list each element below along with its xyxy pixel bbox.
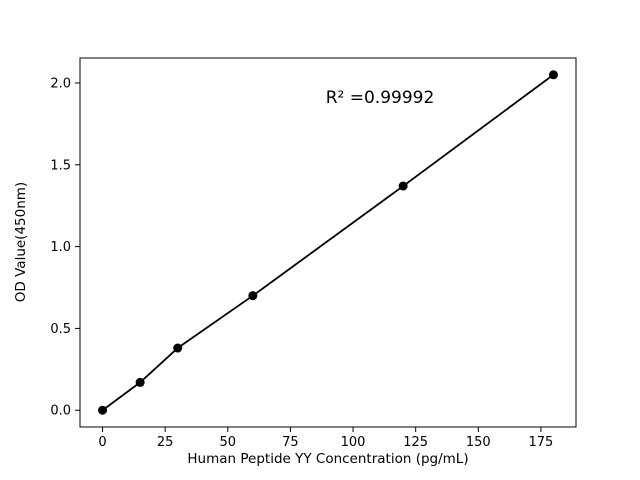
y-tick-label: 2.0	[50, 76, 71, 91]
x-tick-label: 75	[282, 435, 299, 450]
x-tick-label: 25	[157, 435, 174, 450]
y-tick-label: 1.5	[50, 158, 71, 173]
y-tick-label: 0.5	[50, 322, 71, 337]
x-tick-label: 150	[466, 435, 491, 450]
x-tick-label: 125	[403, 435, 428, 450]
r-squared-annotation: R² =0.99992	[326, 88, 435, 108]
y-tick-label: 1.0	[50, 240, 71, 255]
x-tick-label: 100	[341, 435, 366, 450]
x-tick-label: 50	[220, 435, 237, 450]
data-point	[548, 70, 558, 80]
trend-line	[101, 73, 555, 412]
x-tick-label: 175	[529, 435, 554, 450]
data-point	[248, 291, 258, 301]
x-axis-label: Human Peptide YY Concentration (pg/mL)	[187, 451, 468, 467]
data-point	[173, 343, 183, 353]
axes-spines	[79, 57, 577, 428]
x-tick-label: 0	[98, 435, 106, 450]
data-point	[398, 181, 408, 191]
plot-area: 0 25 50 75 100 125 150 175 0.0 0.5 1.0 1.5 2.0	[50, 57, 577, 450]
y-axis-label: OD Value(450nm)	[13, 182, 29, 302]
data-point	[98, 405, 108, 415]
y-tick-label: 0.0	[50, 404, 71, 419]
data-point	[135, 377, 145, 387]
